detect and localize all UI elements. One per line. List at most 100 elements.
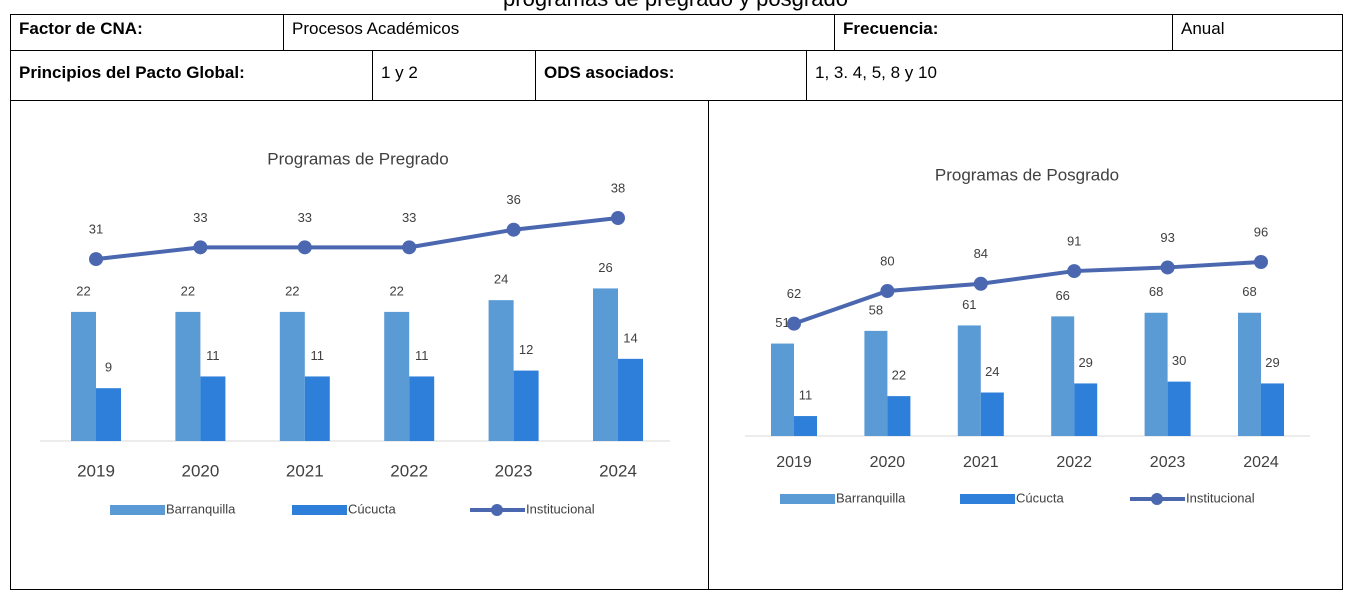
heading: programas de pregrado y posgrado — [0, 0, 1351, 12]
bar — [864, 330, 888, 436]
data-label: 33 — [193, 210, 207, 225]
legend-swatch — [780, 494, 835, 504]
legend-swatch — [960, 494, 1015, 504]
x-tick-label: 2024 — [599, 461, 637, 480]
bar — [771, 343, 794, 436]
bar — [409, 376, 435, 441]
point — [402, 240, 417, 255]
data-label: 61 — [962, 297, 976, 312]
bar — [957, 325, 981, 436]
bar — [279, 311, 305, 441]
x-tick-label: 2023 — [1150, 454, 1186, 471]
line — [793, 260, 1262, 326]
data-label: 14 — [623, 330, 637, 345]
bar — [1051, 316, 1075, 436]
point — [787, 316, 801, 331]
data-label: 33 — [298, 210, 312, 225]
legend-swatch — [491, 504, 503, 516]
x-tick-label: 2024 — [1243, 454, 1279, 471]
data-label: 11 — [206, 348, 220, 363]
data-label: 96 — [1254, 224, 1268, 239]
chart-title: Programas de Pregrado — [267, 149, 448, 168]
legend-swatch — [110, 505, 165, 515]
charts: Programas de Pregrado 2019 2020 2021 2022 202… — [40, 149, 1310, 516]
data-label: 80 — [880, 253, 894, 268]
legend-swatch — [292, 505, 347, 515]
x-tick-label: 2020 — [870, 454, 906, 471]
data-label: 9 — [105, 360, 112, 375]
bar — [794, 416, 817, 436]
data-label: 36 — [506, 192, 520, 207]
legend-swatch — [1151, 493, 1163, 505]
bar — [1238, 312, 1261, 436]
x-tick-label: 2019 — [77, 461, 115, 480]
legend-label: Barranquilla — [166, 501, 236, 516]
bar — [513, 370, 539, 441]
data-label: 84 — [974, 246, 988, 261]
chart-title: Programas de Posgrado — [935, 165, 1119, 184]
point — [1067, 264, 1082, 279]
data-label: 38 — [611, 180, 625, 195]
legend-label: Cúcucta — [348, 501, 396, 516]
data-label: 26 — [598, 260, 612, 275]
data-label: 31 — [89, 222, 103, 237]
x-tick-label: 2022 — [1056, 454, 1092, 471]
point — [1254, 255, 1268, 269]
line — [95, 216, 619, 262]
data-label: 62 — [787, 286, 801, 301]
data-label: 11 — [311, 348, 325, 363]
legend-label: Barranquilla — [836, 490, 906, 505]
point — [973, 276, 988, 291]
point — [880, 284, 895, 298]
data-label: 51 — [775, 315, 789, 330]
data-label: 22 — [181, 283, 195, 298]
x-tick-label: 2023 — [495, 461, 533, 480]
bar — [304, 376, 330, 441]
bar — [384, 311, 410, 441]
data-label: 22 — [76, 283, 90, 298]
bar — [71, 311, 96, 441]
x-tick-label: 2019 — [776, 454, 812, 471]
data-label: 66 — [1055, 288, 1069, 303]
data-label: 22 — [389, 283, 403, 298]
data-label: 12 — [519, 342, 533, 357]
legend-label: Institucional — [1186, 490, 1255, 505]
bar — [488, 300, 514, 441]
bar — [593, 288, 618, 441]
bar — [618, 358, 643, 441]
data-label: 30 — [1172, 353, 1186, 368]
bar — [96, 388, 121, 441]
data-label: 24 — [494, 272, 508, 287]
data-label: 29 — [1078, 355, 1092, 370]
data-label: 29 — [1265, 355, 1279, 370]
bar — [1074, 383, 1098, 436]
bar — [980, 392, 1004, 436]
x-tick-label: 2021 — [286, 461, 324, 480]
bar — [200, 376, 226, 441]
point — [193, 240, 208, 255]
x-tick-label: 2022 — [390, 461, 428, 480]
point — [611, 211, 625, 225]
data-label: 91 — [1067, 234, 1081, 249]
point — [1160, 260, 1175, 275]
bar — [1261, 383, 1284, 436]
data-label: 68 — [1149, 284, 1163, 299]
bar — [887, 396, 911, 436]
legend-label: Cúcucta — [1016, 490, 1064, 505]
point — [297, 240, 312, 255]
data-label: 58 — [869, 302, 883, 317]
data-label: 68 — [1242, 284, 1256, 299]
data-label: 22 — [892, 368, 906, 383]
data-label: 93 — [1160, 230, 1174, 245]
legend-label: Institucional — [526, 501, 595, 516]
x-tick-label: 2020 — [181, 461, 219, 480]
bar — [175, 311, 201, 441]
data-label: 11 — [799, 388, 813, 403]
x-tick-label: 2021 — [963, 454, 999, 471]
data-label: 24 — [985, 364, 999, 379]
bar — [1144, 312, 1168, 436]
bar — [1167, 381, 1191, 436]
point — [506, 222, 521, 237]
data-label: 11 — [415, 348, 429, 363]
